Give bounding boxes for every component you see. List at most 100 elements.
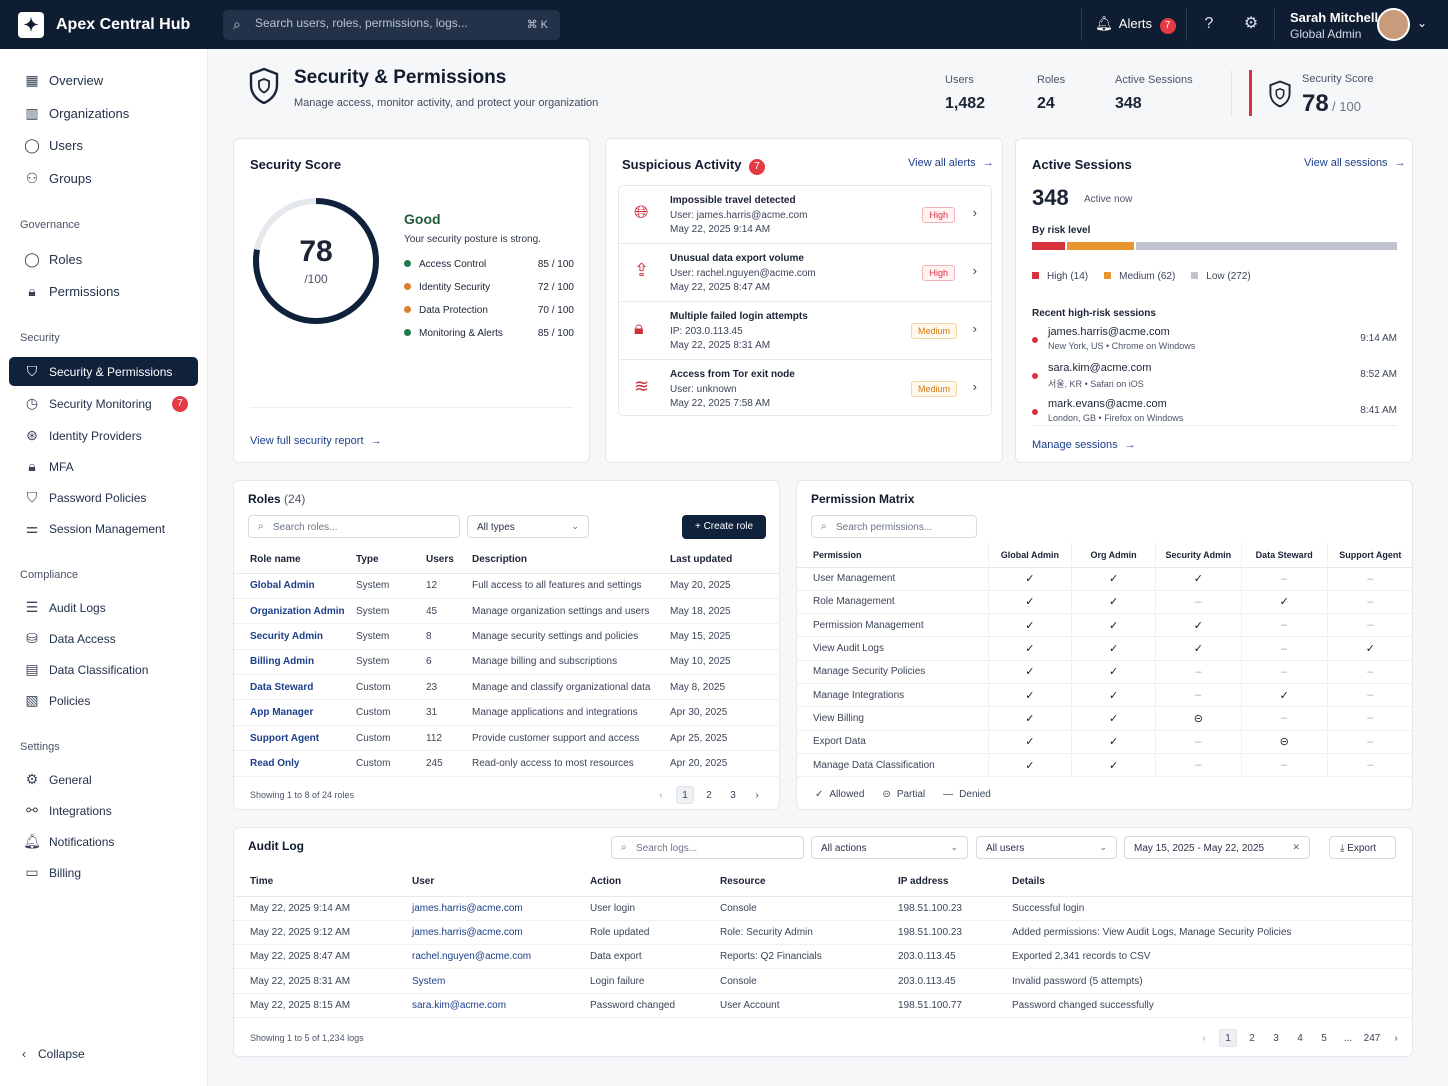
date-range-picker[interactable]: May 15, 2025 - May 22, 2025 ✕ [1124,836,1310,859]
column-header[interactable]: User [412,868,590,897]
column-header[interactable]: Org Admin [1071,543,1156,568]
table-cell[interactable]: Data Steward [234,674,356,701]
table-row[interactable]: Read Only Custom 245 Read-only access to mo… [234,750,780,777]
alert-item[interactable]: ≋ Access from Tor exit node User: unknown M… [619,360,991,418]
table-row[interactable]: Data Steward Custom 23 Manage and classify … [234,674,780,701]
table-row[interactable]: Organization Admin System 45 Manage organiz… [234,598,780,625]
column-header[interactable]: Support Agent [1326,543,1413,568]
sidebar-item-integrations[interactable]: ⚯ Integrations [9,796,198,825]
user-menu[interactable]: Sarah Mitchell Global Admin [1290,10,1378,41]
table-row[interactable]: Global Admin System 12 Full access to all f… [234,573,780,599]
global-search[interactable]: ⌕ ⌘ K [223,10,560,40]
column-header[interactable]: Action [590,868,720,897]
table-cell[interactable]: Organization Admin [234,598,356,625]
role-type-select[interactable]: All types ⌄ [467,515,589,538]
table-row[interactable]: View Audit Logs ✓ ✓ ✓ – ✓ [797,636,1413,661]
table-cell[interactable]: Support Agent [234,725,356,752]
table-row[interactable]: May 22, 2025 8:31 AM System Login failure C… [234,968,1413,994]
sidebar-item-general[interactable]: ⚙ General [9,765,198,794]
table-cell[interactable]: rachel.nguyen@acme.com [412,944,590,970]
table-row[interactable]: Manage Data Classification ✓ ✓ – – – [797,753,1413,778]
roles-search-input[interactable]: ⌕ Search roles... [248,515,460,538]
column-header[interactable]: Last updated [670,547,780,574]
session-row[interactable]: sara.kim@acme.com 서울, KR • Safari on iOS 8… [1032,362,1397,392]
alert-item[interactable]: 🔒︎ Multiple failed login attempts IP: 203.… [619,302,991,360]
global-search-input[interactable] [255,16,505,30]
column-header[interactable]: IP address [898,868,1012,897]
table-row[interactable]: View Billing ✓ ✓ ⊝ – – [797,706,1413,731]
view-security-report-link[interactable]: View full security report → [250,435,382,447]
sidebar-item-overview[interactable]: ▦ Overview [9,66,198,95]
page-button[interactable]: 4 [1297,1033,1303,1044]
column-header[interactable]: Resource [720,868,898,897]
sidebar-item-groups[interactable]: ⚇ Groups [9,164,198,193]
sidebar-item-identity-providers[interactable]: ⊛ Identity Providers [9,421,198,450]
sidebar-item-session-management[interactable]: ⚌ Session Management [9,514,198,543]
sidebar-item-data-access[interactable]: ⛁ Data Access [9,624,198,653]
table-cell[interactable]: james.harris@acme.com [412,896,590,921]
collapse-sidebar-button[interactable]: ‹ Collapse [22,1047,85,1061]
chevron-down-icon[interactable]: ⌄ [1417,16,1428,30]
column-header[interactable]: Description [472,547,670,574]
column-header[interactable]: Type [356,547,426,574]
page-button[interactable]: 3 [730,790,736,801]
sidebar-item-permissions[interactable]: 🔒︎ Permissions [9,277,198,306]
page-button[interactable]: 2 [1249,1033,1255,1044]
table-cell[interactable]: Security Admin [234,623,356,650]
sidebar-item-users[interactable]: ◯ Users [9,131,198,160]
alerts-button[interactable]: 🔔︎ Alerts 7 [1095,15,1176,34]
column-header[interactable]: Role name [234,547,356,574]
table-row[interactable]: Export Data ✓ ✓ – ⊝ – [797,730,1413,754]
view-all-alerts-link[interactable]: View all alerts → [908,157,994,169]
manage-sessions-link[interactable]: Manage sessions → [1032,439,1136,451]
permissions-search-input[interactable]: ⌕ Search permissions... [811,515,977,538]
page-button[interactable]: 3 [1273,1033,1279,1044]
sidebar-item-policies[interactable]: ▧ Policies [9,686,198,715]
table-row[interactable]: May 22, 2025 9:12 AM james.harris@acme.co… [234,920,1413,946]
page-button[interactable]: 247 [1363,1033,1381,1044]
page-button[interactable]: 1 [676,786,694,804]
export-button[interactable]: ⤓ Export [1329,836,1396,859]
table-cell[interactable]: Global Admin [234,573,356,599]
sidebar-item-password-policies[interactable]: ⛉ Password Policies [9,483,198,512]
chevron-left-icon[interactable]: ‹ [1202,1033,1206,1044]
column-header[interactable]: Global Admin [987,543,1072,568]
column-header[interactable]: Details [1012,868,1413,897]
table-cell[interactable]: Billing Admin [234,649,356,676]
sidebar-item-roles[interactable]: ◯ Roles [9,245,198,274]
sidebar-item-audit-logs[interactable]: ☰ Audit Logs [9,593,198,622]
user-filter-select[interactable]: All users ⌄ [976,836,1117,859]
table-cell[interactable]: App Manager [234,699,356,726]
sidebar-item-security-monitoring[interactable]: ◷ Security Monitoring 7 [9,389,198,418]
sidebar-item-billing[interactable]: ▭ Billing [9,858,198,887]
help-icon[interactable]: ? [1204,15,1214,32]
sidebar-item-security-permissions[interactable]: ⛉ Security & Permissions [9,357,198,386]
view-all-sessions-link[interactable]: View all sessions → [1304,157,1406,169]
create-role-button[interactable]: + Create role [682,515,766,539]
column-header[interactable]: Time [234,868,412,897]
column-header[interactable]: Data Steward [1240,543,1328,568]
table-row[interactable]: May 22, 2025 9:14 AM james.harris@acme.co… [234,896,1413,921]
column-header[interactable]: Security Admin [1154,543,1242,568]
table-row[interactable]: User Management ✓ ✓ ✓ – – [797,567,1413,591]
column-header[interactable]: Permission [797,543,989,568]
sidebar-item-organizations[interactable]: ▥ Organizations [9,99,198,128]
page-button[interactable]: 5 [1321,1033,1327,1044]
page-button[interactable]: 2 [706,790,712,801]
table-cell[interactable]: Read Only [234,750,356,777]
session-row[interactable]: mark.evans@acme.com London, GB • Firefox … [1032,398,1397,428]
table-row[interactable]: Manage Integrations ✓ ✓ – ✓ – [797,683,1413,708]
column-header[interactable]: Users [426,547,472,574]
app-logo-icon[interactable]: ✦ [18,12,44,38]
sidebar-item-mfa[interactable]: 🔒︎ MFA [9,452,198,481]
table-cell[interactable]: System [412,968,590,994]
sidebar-item-notifications[interactable]: 🔔︎ Notifications [9,827,198,856]
alert-item[interactable]: ⇪ Unusual data export volume User: rachel.… [619,244,991,302]
session-row[interactable]: james.harris@acme.com New York, US • Chro… [1032,326,1397,356]
action-filter-select[interactable]: All actions ⌄ [811,836,968,859]
gear-icon[interactable]: ⚙ [1243,15,1259,32]
chevron-right-icon[interactable]: › [755,790,759,801]
alert-item[interactable]: 🌐︎ Impossible travel detected User: james.… [619,186,991,244]
logs-search-input[interactable]: ⌕ Search logs... [611,836,804,859]
table-row[interactable]: Security Admin System 8 Manage security set… [234,623,780,650]
